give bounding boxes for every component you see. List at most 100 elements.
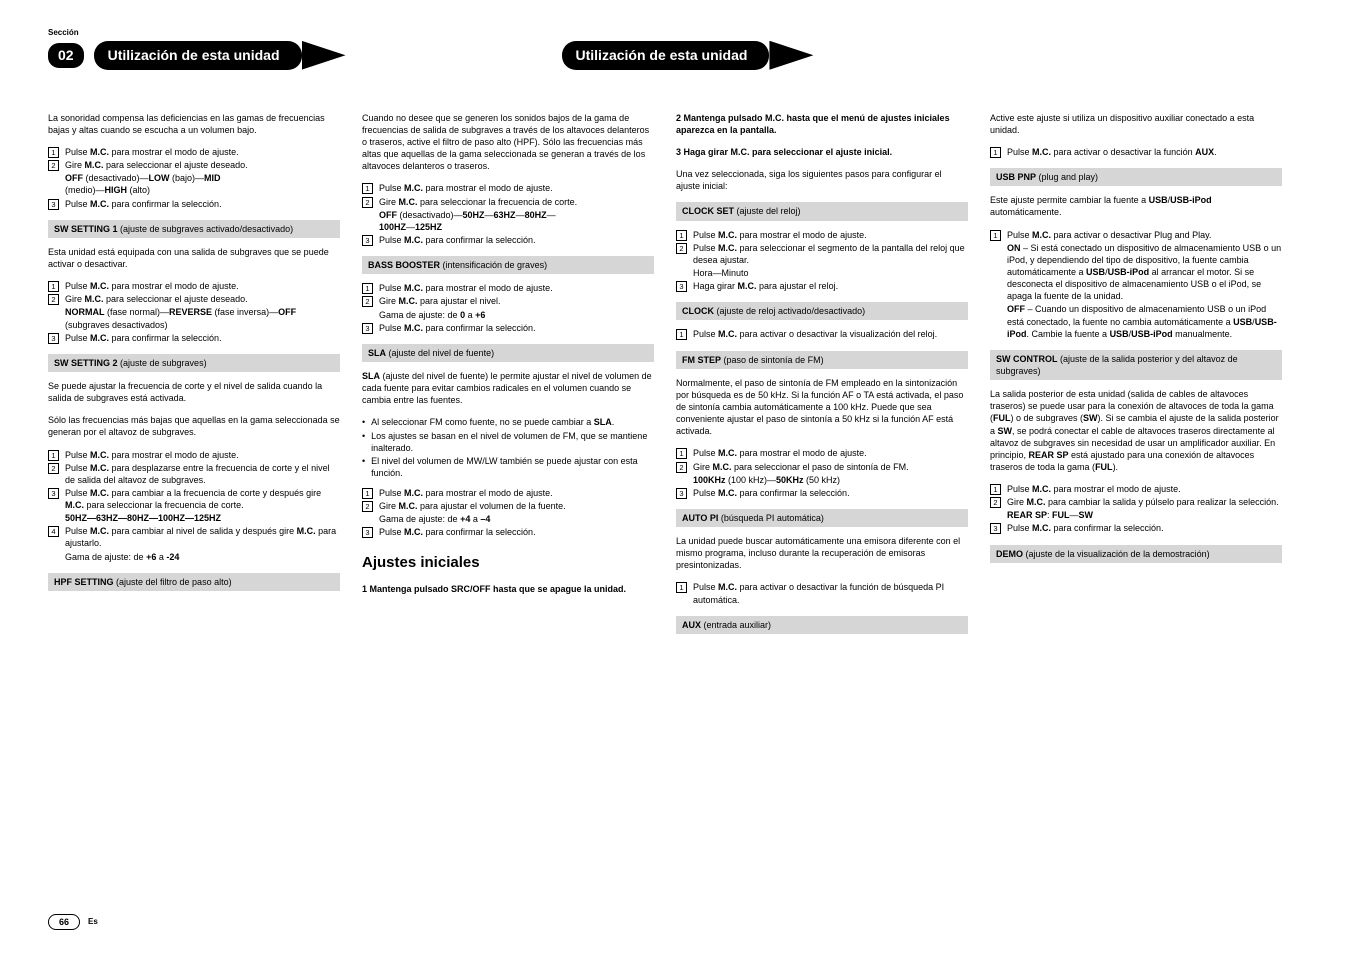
- setting-bar: SW SETTING 1 (ajuste de subgraves activa…: [48, 220, 340, 238]
- num-icon: 4: [48, 526, 59, 537]
- col-4: Active este ajuste si utiliza un disposi…: [990, 112, 1282, 642]
- setting-bar: AUTO PI (búsqueda PI automática): [676, 509, 968, 527]
- list-sub: 50HZ—63HZ—80HZ—100HZ—125HZ: [48, 512, 340, 524]
- num-icon: 2: [362, 296, 373, 307]
- num-icon: 2: [362, 501, 373, 512]
- list-sub: Gama de ajuste: de +4 a –4: [362, 513, 654, 525]
- num-icon: 3: [362, 527, 373, 538]
- tab-right: Utilización de esta unidad: [562, 41, 770, 70]
- page-number: 66: [48, 914, 80, 930]
- num-icon: 1: [48, 147, 59, 158]
- list-item: 2Gire M.C. para seleccionar el paso de s…: [676, 461, 968, 473]
- num-icon: 2: [48, 294, 59, 305]
- num-icon: 1: [48, 450, 59, 461]
- list-sub: Gama de ajuste: de +6 a -24: [48, 551, 340, 563]
- list-item: 4Pulse M.C. para cambiar al nivel de sal…: [48, 525, 340, 549]
- c4-p1: Active este ajuste si utiliza un disposi…: [990, 112, 1282, 136]
- c1-p1: La sonoridad compensa las deficiencias e…: [48, 112, 340, 136]
- list-item: 3Pulse M.C. para cambiar a la frecuencia…: [48, 487, 340, 511]
- footer: 66 Es: [48, 914, 98, 930]
- setting-bar: USB PNP (plug and play): [990, 168, 1282, 186]
- num-icon: 2: [362, 197, 373, 208]
- setting-bar: SW SETTING 2 (ajuste de subgraves): [48, 354, 340, 372]
- list-sub: OFF (desactivado)—LOW (bajo)—MID (medio)…: [48, 172, 340, 196]
- lang-code: Es: [88, 917, 98, 928]
- section-heading: Ajustes iniciales: [362, 553, 654, 573]
- num-icon: 1: [990, 147, 1001, 158]
- list-sub: Hora—Minuto: [676, 267, 968, 279]
- num-icon: 2: [48, 160, 59, 171]
- list-item: 2Gire M.C. para seleccionar el ajuste de…: [48, 159, 340, 171]
- step: 2 Mantenga pulsado M.C. hasta que el men…: [676, 112, 968, 136]
- list-item: 2Pulse M.C. para desplazarse entre la fr…: [48, 462, 340, 486]
- list-item: 2Pulse M.C. para seleccionar el segmento…: [676, 242, 968, 266]
- num-icon: 2: [48, 463, 59, 474]
- c1-p4: Sólo las frecuencias más bajas que aquel…: [48, 414, 340, 438]
- c1-p2: Esta unidad está equipada con una salida…: [48, 246, 340, 270]
- num-icon: 3: [676, 281, 687, 292]
- list-item: 1Pulse M.C. para mostrar el modo de ajus…: [362, 487, 654, 499]
- list-item: 3Pulse M.C. para confirmar la selección.: [362, 234, 654, 246]
- list-item: 1Pulse M.C. para activar o desactivar la…: [990, 146, 1282, 158]
- bullet-item: •Al seleccionar FM como fuente, no se pu…: [362, 416, 654, 428]
- setting-bar: AUX (entrada auxiliar): [676, 616, 968, 634]
- tab-left: Utilización de esta unidad: [94, 41, 302, 70]
- list-sub: REAR SP: FUL—SW: [990, 509, 1282, 521]
- list-item: 1Pulse M.C. para mostrar el modo de ajus…: [362, 182, 654, 194]
- num-icon: 3: [676, 488, 687, 499]
- num-icon: 3: [362, 235, 373, 246]
- list-item: 2Gire M.C. para ajustar el nivel.: [362, 295, 654, 307]
- num-icon: 3: [48, 333, 59, 344]
- section-badge: 02: [48, 43, 84, 68]
- setting-bar: FM STEP (paso de sintonía de FM): [676, 351, 968, 369]
- list-item: 2Gire M.C. para seleccionar la frecuenci…: [362, 196, 654, 208]
- list-item: 3Pulse M.C. para confirmar la selección.: [676, 487, 968, 499]
- list-item: 3Haga girar M.C. para ajustar el reloj.: [676, 280, 968, 292]
- c3-p2: Normalmente, el paso de sintonía de FM e…: [676, 377, 968, 438]
- col-1: La sonoridad compensa las deficiencias e…: [48, 112, 340, 642]
- num-icon: 3: [362, 323, 373, 334]
- c4-p2: Este ajuste permite cambiar la fuente a …: [990, 194, 1282, 218]
- bullet-item: •El nivel del volumen de MW/LW también s…: [362, 455, 654, 479]
- num-icon: 1: [362, 183, 373, 194]
- list-item: 3Pulse M.C. para confirmar la selección.: [48, 198, 340, 210]
- num-icon: 2: [676, 243, 687, 254]
- list-sub: NORMAL (fase normal)—REVERSE (fase inver…: [48, 306, 340, 330]
- list-sub: Gama de ajuste: de 0 a +6: [362, 309, 654, 321]
- section-label: Sección: [48, 28, 1304, 39]
- step: 3 Haga girar M.C. para seleccionar el aj…: [676, 146, 968, 158]
- tabs: Utilización de esta unidad Utilización d…: [94, 41, 770, 70]
- num-icon: 2: [676, 462, 687, 473]
- num-icon: 1: [676, 230, 687, 241]
- num-icon: 2: [990, 497, 1001, 508]
- list-sub: OFF (desactivado)—50HZ—63HZ—80HZ—100HZ—1…: [362, 209, 654, 233]
- list-item: 1Pulse M.C. para mostrar el modo de ajus…: [48, 280, 340, 292]
- num-icon: 1: [362, 283, 373, 294]
- num-icon: 1: [48, 281, 59, 292]
- list-item: 2Gire M.C. para cambiar la salida y púls…: [990, 496, 1282, 508]
- list-item: 1Pulse M.C. para activar o desactivar Pl…: [990, 229, 1282, 241]
- bullet-item: •Los ajustes se basan en el nivel de vol…: [362, 430, 654, 454]
- list-sub: OFF – Cuando un dispositivo de almacenam…: [990, 303, 1282, 339]
- c2-p1: Cuando no desee que se generen los sonid…: [362, 112, 654, 173]
- setting-bar: HPF SETTING (ajuste del filtro de paso a…: [48, 573, 340, 591]
- list-item: 1Pulse M.C. para mostrar el modo de ajus…: [362, 282, 654, 294]
- list-item: 1Pulse M.C. para activar o desactivar la…: [676, 328, 968, 340]
- list-item: 1Pulse M.C. para mostrar el modo de ajus…: [990, 483, 1282, 495]
- list-item: 3Pulse M.C. para confirmar la selección.: [48, 332, 340, 344]
- list-item: 1Pulse M.C. para mostrar el modo de ajus…: [48, 449, 340, 461]
- num-icon: 3: [48, 199, 59, 210]
- num-icon: 3: [48, 488, 59, 499]
- list-item: 1Pulse M.C. para activar o desactivar la…: [676, 581, 968, 605]
- header: 02 Utilización de esta unidad Utilizació…: [48, 41, 1304, 70]
- list-item: 3Pulse M.C. para confirmar la selección.: [362, 322, 654, 334]
- col-3: 2 Mantenga pulsado M.C. hasta que el men…: [676, 112, 968, 642]
- setting-bar: DEMO (ajuste de la visualización de la d…: [990, 545, 1282, 563]
- content-columns: La sonoridad compensa las deficiencias e…: [48, 112, 1304, 642]
- num-icon: 1: [990, 484, 1001, 495]
- col-2: Cuando no desee que se generen los sonid…: [362, 112, 654, 642]
- list-item: 2Gire M.C. para ajustar el volumen de la…: [362, 500, 654, 512]
- list-item: 2Gire M.C. para seleccionar el ajuste de…: [48, 293, 340, 305]
- list-item: 1Pulse M.C. para mostrar el modo de ajus…: [676, 229, 968, 241]
- num-icon: 3: [990, 523, 1001, 534]
